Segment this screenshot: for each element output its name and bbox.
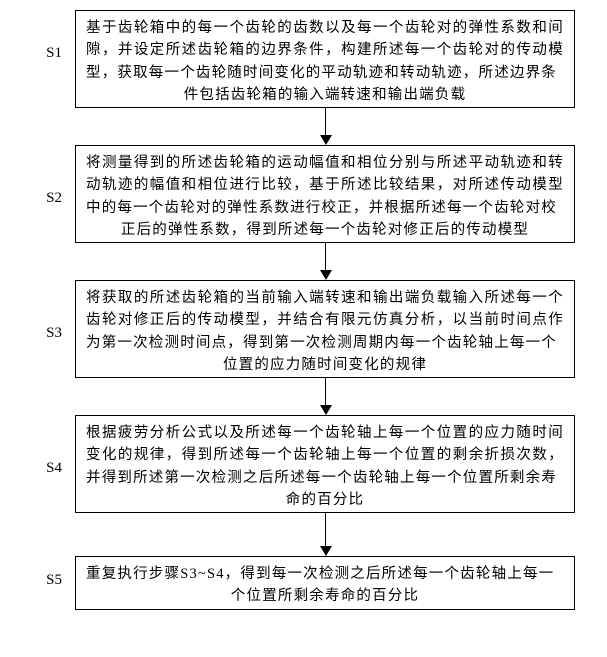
step-label-s3: S3 (30, 325, 62, 342)
arrow-line-3 (325, 378, 326, 405)
arrow-head-3 (320, 405, 332, 415)
step-text-s5-last: 个位置所剩余寿命的百分比 (86, 585, 564, 607)
step-text-s1-last: 件包括齿轮箱的输入端转速和输出端负载 (86, 84, 564, 106)
step-label-s4: S4 (30, 460, 62, 477)
step-text-s5-main: 重复执行步骤S3~S4，得到每一次检测之后所述每一个齿轮轴上每一 (86, 566, 554, 582)
step-box-s4: 根据疲劳分析公式以及所述每一个齿轮轴上每一个位置的应力随时间变化的规律，得到所述… (75, 415, 575, 513)
step-box-s3: 将获取的所述齿轮箱的当前输入端转速和输出端负载输入所述每一个齿轮对修正后的传动模… (75, 280, 575, 378)
step-text-s1-main: 基于齿轮箱中的每一个齿轮的齿数以及每一个齿轮对的弹性系数和间隙，并设定所述齿轮箱… (86, 20, 564, 81)
arrow-line-1 (325, 108, 326, 135)
arrow-head-4 (320, 546, 332, 556)
arrow-head-2 (320, 270, 332, 280)
arrow-head-1 (320, 135, 332, 145)
step-text-s2-main: 将测量得到的所述齿轮箱的运动幅值和相位分别与所述平动轨迹和转动轨迹的幅值和相位进… (86, 155, 564, 216)
step-label-s2: S2 (30, 190, 62, 207)
arrow-line-4 (325, 513, 326, 546)
step-text-s3-main: 将获取的所述齿轮箱的当前输入端转速和输出端负载输入所述每一个齿轮对修正后的传动模… (86, 290, 564, 351)
step-box-s1: 基于齿轮箱中的每一个齿轮的齿数以及每一个齿轮对的弹性系数和间隙，并设定所述齿轮箱… (75, 10, 575, 108)
step-box-s2: 将测量得到的所述齿轮箱的运动幅值和相位分别与所述平动轨迹和转动轨迹的幅值和相位进… (75, 145, 575, 243)
flowchart-canvas: S1 基于齿轮箱中的每一个齿轮的齿数以及每一个齿轮对的弹性系数和间隙，并设定所述… (0, 0, 607, 657)
step-label-s1: S1 (30, 45, 62, 62)
step-text-s4-main: 根据疲劳分析公式以及所述每一个齿轮轴上每一个位置的应力随时间变化的规律，得到所述… (86, 425, 564, 486)
arrow-line-2 (325, 243, 326, 270)
step-label-s5: S5 (30, 572, 62, 589)
step-text-s2-last: 正后的弹性系数，得到所述每一个齿轮对修正后的传动模型 (86, 219, 564, 241)
step-text-s4-last: 命的百分比 (86, 489, 564, 511)
step-text-s3-last: 位置的应力随时间变化的规律 (86, 354, 564, 376)
step-box-s5: 重复执行步骤S3~S4，得到每一次检测之后所述每一个齿轮轴上每一 个位置所剩余寿… (75, 556, 575, 610)
